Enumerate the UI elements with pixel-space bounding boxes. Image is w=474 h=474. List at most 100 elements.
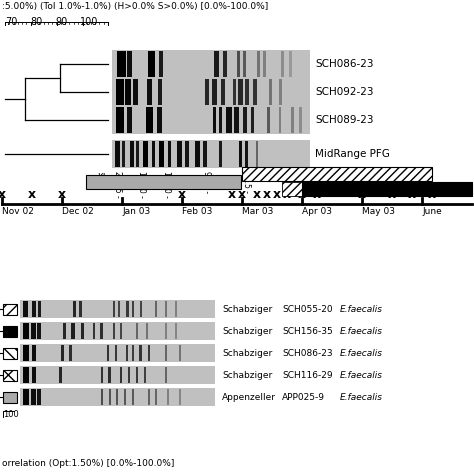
Text: 97.0 -: 97.0 -	[202, 171, 211, 193]
Bar	[86, 175, 241, 189]
Bar	[3, 392, 17, 402]
Bar	[20, 366, 215, 384]
Bar	[233, 80, 236, 105]
Text: x: x	[313, 188, 321, 201]
Bar	[64, 323, 66, 339]
Text: 100: 100	[80, 17, 99, 27]
Bar	[93, 323, 95, 339]
Text: x: x	[263, 188, 271, 201]
Bar	[203, 141, 207, 166]
Bar	[185, 141, 189, 166]
Bar	[165, 345, 167, 361]
Bar	[234, 108, 239, 133]
Bar	[159, 51, 164, 77]
Bar	[177, 141, 182, 166]
Text: x: x	[178, 188, 186, 201]
Text: Schabziger: Schabziger	[222, 371, 272, 380]
Bar	[165, 367, 167, 383]
Text: 70: 70	[5, 17, 18, 27]
Bar	[62, 345, 64, 361]
Bar	[213, 108, 217, 133]
Bar	[3, 303, 17, 315]
Bar	[245, 80, 249, 105]
Text: May 03: May 03	[362, 207, 395, 216]
Text: Schabziger: Schabziger	[222, 348, 272, 357]
Bar	[179, 345, 181, 361]
Bar	[128, 51, 132, 77]
Bar	[281, 51, 284, 77]
Bar	[20, 388, 215, 406]
Text: :5.00%) (Tol 1.0%-1.0%) (H>0.0% S>0.0%) [0.0%-100.0%]: :5.00%) (Tol 1.0%-1.0%) (H>0.0% S>0.0%) …	[2, 2, 268, 11]
Bar	[81, 323, 84, 339]
Text: x: x	[228, 188, 236, 201]
Text: x: x	[358, 188, 366, 201]
Bar	[32, 367, 36, 383]
Bar	[100, 323, 103, 339]
Bar	[128, 367, 130, 383]
Text: x: x	[283, 188, 291, 201]
Text: 145.0 -: 145.0 -	[163, 171, 172, 198]
Text: Schabziger: Schabziger	[222, 327, 272, 336]
Text: MidRange PFG: MidRange PFG	[315, 149, 390, 159]
Bar	[116, 141, 120, 166]
Bar	[118, 51, 127, 77]
Bar	[147, 80, 152, 105]
Bar	[128, 108, 132, 133]
Bar	[23, 389, 29, 405]
Text: Mar 03: Mar 03	[242, 207, 273, 216]
Bar	[157, 108, 162, 133]
Text: Jan 03: Jan 03	[122, 207, 150, 216]
Bar	[136, 141, 139, 166]
Bar	[113, 323, 115, 339]
Bar	[31, 323, 36, 339]
Bar	[112, 140, 310, 168]
Bar	[118, 301, 120, 317]
Bar	[3, 326, 17, 337]
Bar	[116, 80, 124, 105]
Text: Feb 03: Feb 03	[182, 207, 212, 216]
Bar	[32, 345, 36, 361]
Bar	[237, 51, 240, 77]
Bar	[148, 345, 150, 361]
Bar	[23, 345, 29, 361]
Text: Appenzeller: Appenzeller	[222, 392, 276, 401]
Bar	[289, 51, 292, 77]
Text: x: x	[428, 188, 436, 201]
Text: x: x	[388, 188, 396, 201]
Bar	[124, 389, 126, 405]
Text: SCH086-23: SCH086-23	[315, 59, 374, 69]
Bar	[32, 301, 36, 317]
Text: x: x	[408, 188, 416, 201]
Bar	[120, 323, 122, 339]
Text: 242.5 -: 242.5 -	[113, 171, 122, 198]
Bar	[112, 106, 310, 134]
Bar	[112, 78, 310, 106]
Bar	[144, 367, 146, 383]
Bar	[243, 108, 246, 133]
Text: x: x	[0, 188, 6, 201]
Bar	[38, 301, 41, 317]
Bar	[132, 301, 134, 317]
Bar	[223, 51, 227, 77]
Bar	[122, 141, 126, 166]
Bar	[152, 141, 155, 166]
Text: E.faecalis: E.faecalis	[340, 304, 383, 313]
Bar	[3, 370, 17, 381]
Bar	[279, 108, 281, 133]
Text: x: x	[28, 188, 36, 201]
Bar	[101, 389, 103, 405]
Bar	[59, 367, 63, 383]
Bar	[37, 323, 42, 339]
Text: E.faecalis: E.faecalis	[340, 371, 383, 380]
Bar	[108, 367, 111, 383]
Bar	[136, 367, 138, 383]
Bar	[107, 345, 109, 361]
Bar	[31, 389, 36, 405]
Bar	[212, 80, 218, 105]
Bar	[159, 141, 164, 166]
Text: E.faecalis: E.faecalis	[340, 327, 383, 336]
Bar	[251, 108, 254, 133]
Bar	[255, 141, 257, 166]
Bar	[214, 51, 219, 77]
Text: 15.0 -: 15.0 -	[281, 171, 290, 193]
